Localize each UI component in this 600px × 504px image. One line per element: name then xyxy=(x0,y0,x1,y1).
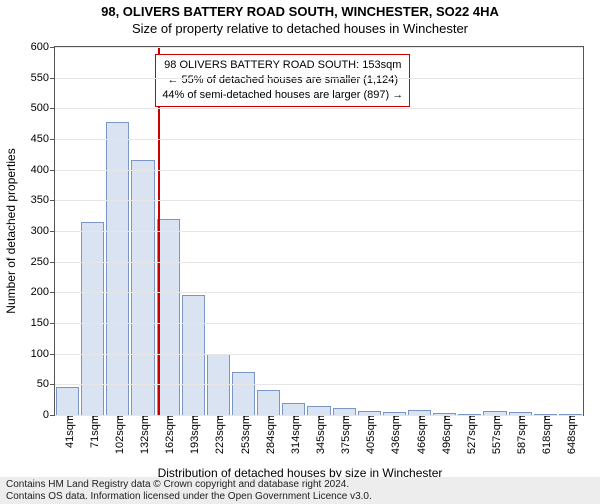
bar xyxy=(182,295,205,415)
ytick-label: 550 xyxy=(31,72,55,84)
bar xyxy=(81,222,104,415)
xtick-label: 284sqm xyxy=(261,415,277,454)
y-axis-label: Number of detached properties xyxy=(4,148,18,313)
xtick-label: 162sqm xyxy=(160,415,176,454)
footer-line-2: Contains OS data. Information licensed u… xyxy=(6,491,594,503)
annotation-line-3: 44% of semi-detached houses are larger (… xyxy=(162,88,403,103)
annotation-box: 98 OLIVERS BATTERY ROAD SOUTH: 153sqm ← … xyxy=(155,54,410,107)
bar xyxy=(232,372,255,415)
xtick-label: 587sqm xyxy=(512,415,528,454)
grid-line xyxy=(55,262,583,263)
bar xyxy=(157,219,180,415)
xtick-label: 345sqm xyxy=(311,415,327,454)
xtick-label: 496sqm xyxy=(437,415,453,454)
xtick-label: 71sqm xyxy=(85,415,101,448)
xtick-label: 375sqm xyxy=(336,415,352,454)
ytick-label: 450 xyxy=(31,133,55,145)
bar xyxy=(282,403,305,415)
page-subtitle: Size of property relative to detached ho… xyxy=(0,21,600,36)
ytick-label: 500 xyxy=(31,102,55,114)
bar xyxy=(307,406,330,415)
ytick-label: 300 xyxy=(31,225,55,237)
grid-line xyxy=(55,47,583,48)
grid-line xyxy=(55,139,583,140)
xtick-label: 648sqm xyxy=(562,415,578,454)
annotation-line-1: 98 OLIVERS BATTERY ROAD SOUTH: 153sqm xyxy=(162,58,403,73)
ytick-label: 350 xyxy=(31,194,55,206)
ytick-label: 400 xyxy=(31,164,55,176)
xtick-label: 253sqm xyxy=(236,415,252,454)
xtick-label: 41sqm xyxy=(60,415,76,448)
bar xyxy=(106,122,129,415)
grid-line xyxy=(55,108,583,109)
ytick-label: 150 xyxy=(31,317,55,329)
grid-line xyxy=(55,415,583,416)
annotation-line-2: ← 55% of detached houses are smaller (1,… xyxy=(162,73,403,88)
bar xyxy=(333,408,356,415)
grid-line xyxy=(55,384,583,385)
xtick-label: 132sqm xyxy=(135,415,151,454)
xtick-label: 405sqm xyxy=(361,415,377,454)
ytick-label: 50 xyxy=(37,378,55,390)
bar xyxy=(257,390,280,415)
xtick-label: 193sqm xyxy=(185,415,201,454)
bar xyxy=(56,387,79,415)
histogram-chart: Number of detached properties 41sqm71sqm… xyxy=(54,46,584,416)
ytick-label: 200 xyxy=(31,286,55,298)
xtick-label: 527sqm xyxy=(462,415,478,454)
xtick-label: 618sqm xyxy=(537,415,553,454)
xtick-label: 436sqm xyxy=(386,415,402,454)
ytick-label: 600 xyxy=(31,41,55,53)
grid-line xyxy=(55,354,583,355)
grid-line xyxy=(55,292,583,293)
xtick-label: 466sqm xyxy=(412,415,428,454)
xtick-label: 102sqm xyxy=(110,415,126,454)
grid-line xyxy=(55,78,583,79)
grid-line xyxy=(55,200,583,201)
grid-line xyxy=(55,170,583,171)
grid-line xyxy=(55,231,583,232)
ytick-label: 250 xyxy=(31,256,55,268)
xtick-label: 557sqm xyxy=(487,415,503,454)
page-title: 98, OLIVERS BATTERY ROAD SOUTH, WINCHEST… xyxy=(0,4,600,19)
xtick-label: 314sqm xyxy=(286,415,302,454)
bar xyxy=(131,160,154,415)
ytick-label: 0 xyxy=(43,409,55,421)
ytick-label: 100 xyxy=(31,348,55,360)
grid-line xyxy=(55,323,583,324)
footer-line-1: Contains HM Land Registry data © Crown c… xyxy=(6,479,594,491)
xtick-label: 223sqm xyxy=(210,415,226,454)
